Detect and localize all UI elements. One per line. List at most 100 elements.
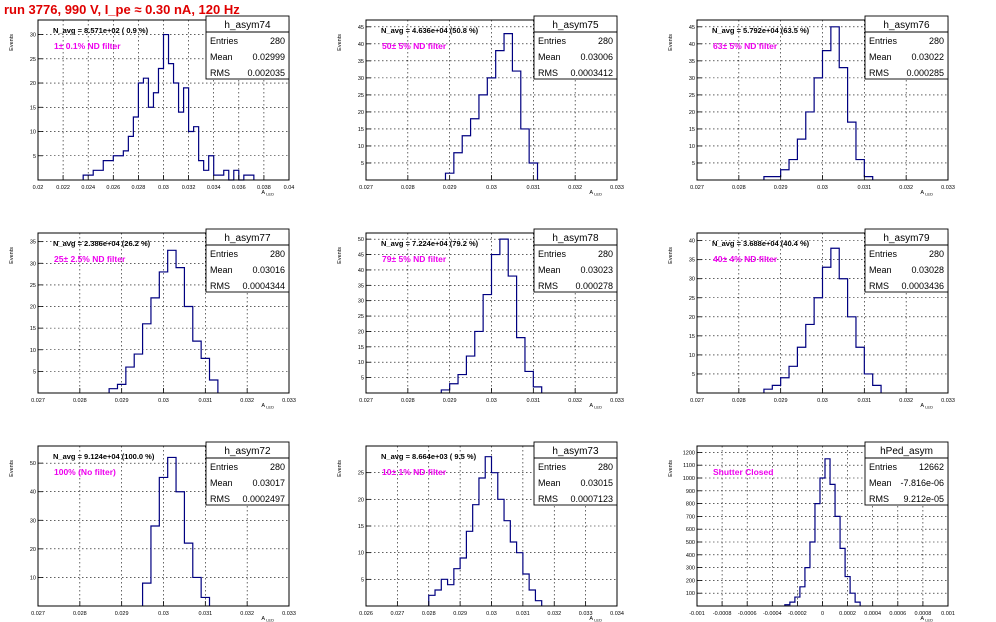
- stats-box: [205, 441, 290, 506]
- stat-value: 280: [270, 462, 285, 472]
- y-tick-label: 40: [358, 268, 364, 274]
- x-tick-label: 0.031: [857, 398, 871, 404]
- n-avg-note: N_avg = 5.792e+04 (63.5 %): [712, 26, 810, 35]
- y-tick-label: 20: [358, 110, 364, 116]
- run-title: run 3776, 990 V, I_pe ≈ 0.30 nA, 120 Hz: [4, 2, 240, 17]
- histogram-bin: [148, 107, 153, 180]
- stat-value: 0.0003412: [570, 68, 613, 78]
- x-tick-label: 0.034: [207, 185, 221, 191]
- histogram-panel-h_asym76: 0.027 0.028 0.029 0.03 0.031 0.032 0.033 5 10 15 2…: [668, 15, 955, 197]
- x-tick-label: 0.03: [158, 398, 169, 404]
- y-tick-label: 300: [686, 566, 695, 572]
- histogram-bin: [184, 88, 189, 180]
- y-tick-label: 20: [689, 315, 695, 321]
- histogram-bin: [151, 298, 159, 393]
- histogram-bin: [109, 389, 117, 393]
- histogram-bin: [510, 542, 516, 606]
- x-tick-label: 0.031: [198, 398, 212, 404]
- stat-label: Mean: [869, 478, 892, 488]
- y-tick-label: 500: [686, 540, 695, 546]
- stat-value: 0.02999: [252, 52, 285, 62]
- stat-label: RMS: [869, 494, 889, 504]
- histogram-name: hPed_asym: [880, 446, 933, 457]
- stat-value: 0.000285: [906, 68, 944, 78]
- y-tick-label: 25: [358, 93, 364, 99]
- n-avg-note: N_avg = 4.636e+04 (50.8 %): [381, 26, 479, 35]
- y-tick-label: 30: [689, 277, 695, 283]
- y-tick-label: 1000: [683, 476, 695, 482]
- histogram-bin: [199, 161, 204, 180]
- y-tick-label: 10: [689, 144, 695, 150]
- histogram-name: h_asym77: [224, 233, 271, 244]
- stat-value: 0.0004344: [242, 281, 285, 291]
- filter-label: 63± 5% ND filter: [713, 41, 778, 51]
- x-tick-label: 0.032: [899, 398, 913, 404]
- y-axis-label: Events: [337, 34, 343, 51]
- histogram-bin: [169, 64, 174, 180]
- n-avg-note: N_avg = 9.124e+04 (100.0 %): [53, 452, 155, 461]
- histogram-name: h_asym76: [883, 20, 930, 31]
- histogram-bin: [113, 156, 123, 180]
- x-tick-label: 0.027: [359, 398, 373, 404]
- histogram-series: [784, 458, 861, 606]
- y-tick-label: 30: [358, 299, 364, 305]
- x-tick-label: 0.026: [106, 185, 120, 191]
- histogram-bin: [441, 579, 447, 606]
- y-tick-label: 40: [689, 239, 695, 245]
- stat-value: 280: [598, 249, 613, 259]
- histogram-bin: [848, 122, 856, 180]
- histogram-panel-h_asym79: 0.027 0.028 0.029 0.03 0.031 0.032 0.033 5 10 15 2…: [668, 228, 955, 410]
- histogram-bin: [873, 385, 881, 393]
- histogram-bin: [454, 153, 462, 180]
- y-tick-label: 15: [358, 127, 364, 133]
- histogram-bin: [492, 473, 498, 606]
- y-tick-label: 20: [30, 81, 36, 87]
- histogram-name: h_asym75: [552, 20, 599, 31]
- x-tick-label: 0.028: [401, 398, 415, 404]
- x-axis-label: A LED: [589, 403, 602, 410]
- histogram-bin: [460, 558, 466, 606]
- stats-box: [533, 441, 618, 506]
- x-tick-label: 0.0008: [914, 611, 931, 617]
- stat-label: Mean: [210, 478, 233, 488]
- y-tick-label: 25: [689, 93, 695, 99]
- x-tick-label: -0.0004: [763, 611, 782, 617]
- x-axis-label: A LED: [261, 190, 274, 197]
- stat-label: Mean: [538, 265, 561, 275]
- histogram-bin: [823, 51, 831, 180]
- y-tick-label: 5: [692, 372, 695, 378]
- x-tick-label: 0.027: [690, 185, 704, 191]
- x-tick-label: 0.03: [486, 185, 497, 191]
- x-tick-label: 0.028: [132, 185, 146, 191]
- stat-value: 0.0003436: [901, 281, 944, 291]
- x-tick-label: 0.027: [31, 398, 45, 404]
- x-tick-label: 0.029: [443, 398, 457, 404]
- stats-box: [533, 15, 618, 80]
- histogram-bin: [830, 484, 835, 606]
- stat-label: Mean: [538, 478, 561, 488]
- x-tick-label: 0.024: [81, 185, 95, 191]
- stats-box: [864, 228, 949, 293]
- histogram-bin: [492, 255, 500, 393]
- x-tick-label: 0.031: [857, 185, 871, 191]
- histogram-bin: [143, 324, 151, 393]
- x-tick-label: 0.028: [73, 611, 87, 617]
- stat-label: RMS: [210, 281, 230, 291]
- histogram-bin: [249, 175, 254, 180]
- x-tick-label: 0.034: [610, 611, 624, 617]
- histogram-series: [141, 456, 211, 606]
- histogram-panel-h_asym72: 0.027 0.028 0.029 0.03 0.031 0.032 0.033 10 20 30…: [9, 441, 296, 622]
- histogram-bin: [864, 374, 872, 393]
- y-tick-label: 40: [30, 490, 36, 496]
- x-tick-label: 0: [821, 611, 824, 617]
- histogram-bin: [504, 521, 510, 606]
- histogram-panel-hPed_asym: -0.001 -0.0008 -0.0006 -0.0004 -0.0002 0 0.000…: [668, 441, 955, 622]
- y-tick-label: 15: [30, 326, 36, 332]
- histogram-bin: [458, 375, 466, 393]
- stat-label: Entries: [538, 36, 567, 46]
- histogram-bin: [219, 175, 224, 180]
- stat-value: 0.002035: [247, 68, 285, 78]
- stat-value: 280: [270, 249, 285, 259]
- x-tick-label: 0.029: [115, 611, 129, 617]
- x-tick-label: 0.03: [158, 611, 169, 617]
